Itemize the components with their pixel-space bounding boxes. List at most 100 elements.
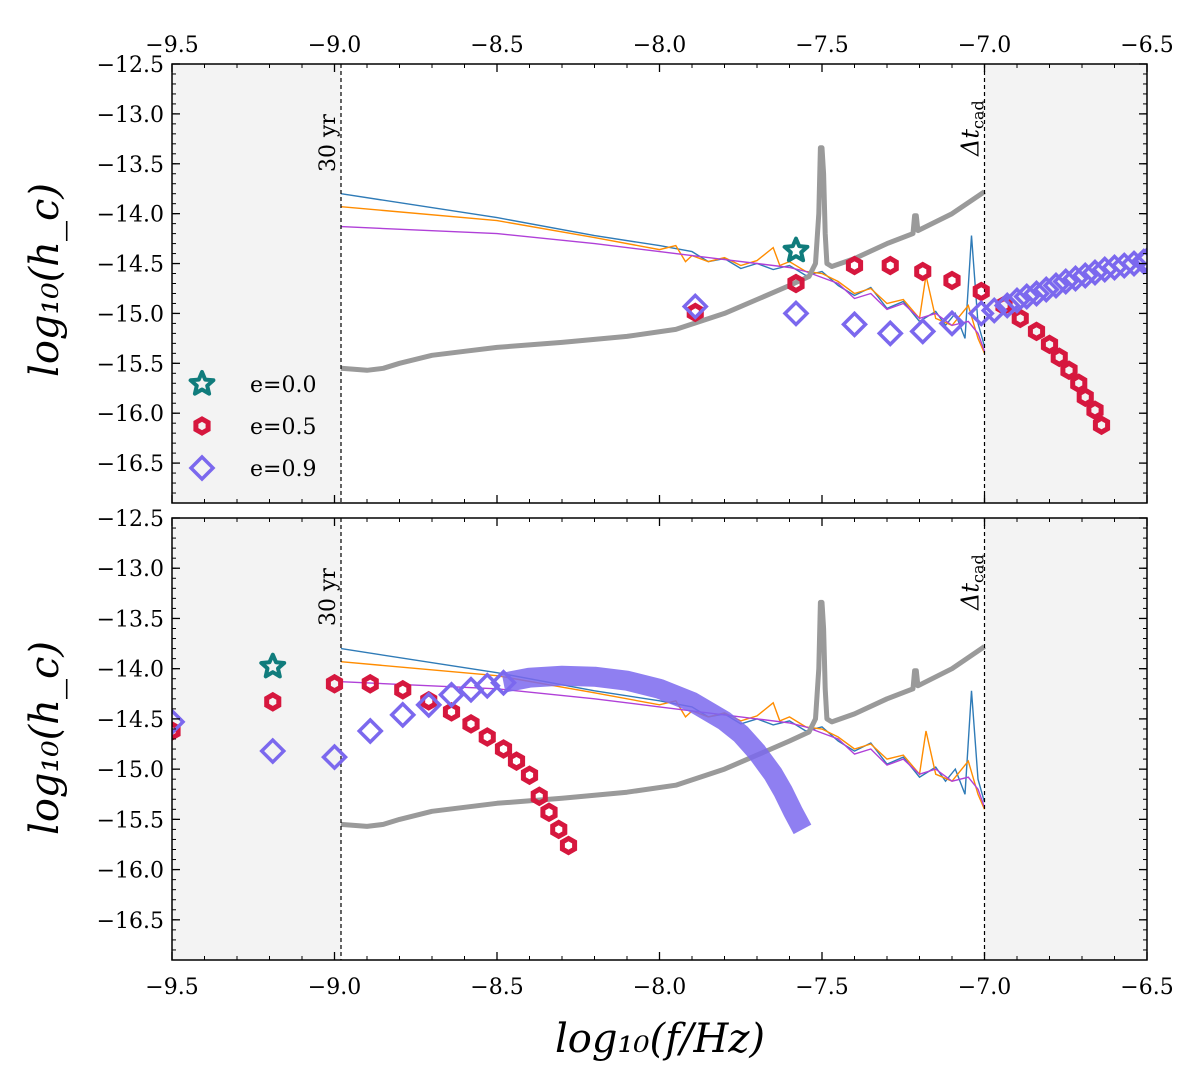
data-point-hexagon (264, 691, 282, 712)
x-tick-label-top: −8.0 (633, 33, 686, 58)
data-point-hexagon (361, 673, 379, 694)
data-point-diamond (993, 291, 1021, 319)
data-point-star (259, 652, 287, 679)
x-tick-label-top: −8.5 (470, 33, 523, 58)
data-point-diamond (1062, 265, 1089, 292)
data-point-hexagon (1060, 360, 1078, 381)
data-point-hexagon (1070, 373, 1088, 394)
data-point-diamond (841, 310, 868, 338)
data-point-diamond (1042, 272, 1070, 299)
y-tick-label: −13.5 (97, 607, 164, 632)
x-tick-label-bottom: −9.5 (145, 975, 198, 1000)
data-point-diamond (876, 319, 904, 347)
y-tick-label: −13.0 (97, 557, 164, 582)
noise-curve-purple (340, 681, 986, 808)
data-point-diamond (1003, 286, 1031, 314)
bottom-x-tick-labels: −9.5 −9.0 −8.5 −8.0 −7.5 −7.0 −6.5 (145, 975, 1173, 1000)
data-point-hexagon (442, 702, 461, 722)
x-tick-label-bottom: −6.5 (1120, 975, 1173, 1000)
y-tick-label: −15.5 (97, 352, 164, 377)
data-point-diamond (1052, 268, 1080, 295)
data-point-diamond (415, 691, 443, 719)
noise-curve-purple (340, 225, 986, 352)
x-tick-label-top: −9.0 (308, 33, 361, 58)
shaded-region-left (172, 518, 341, 960)
data-point-diamond (980, 296, 1008, 324)
y-tick-label: −12.5 (97, 53, 164, 78)
label-cadence: Δtcad (957, 100, 988, 157)
y-tick-label: −16.0 (97, 402, 164, 427)
data-point-hexagon (1040, 334, 1059, 355)
bottom-plot-area (172, 518, 1147, 960)
data-point-diamond (1032, 276, 1060, 303)
y-axis-label-top: log₁₀(h_c) (22, 183, 68, 377)
data-point-hexagon (530, 786, 548, 807)
data-point-hexagon (394, 679, 412, 700)
data-point-hexagon (845, 255, 864, 276)
data-point-star (782, 236, 810, 263)
data-point-diamond (938, 309, 966, 337)
data-point-hexagon (1092, 415, 1111, 436)
x-tick-label-bottom: −9.0 (308, 975, 361, 1000)
data-point-hexagon (787, 273, 805, 294)
data-point-hexagon (540, 802, 558, 823)
y-tick-label: −12.5 (97, 507, 164, 532)
y-tick-label: −14.5 (97, 253, 164, 278)
data-point-hexagon (420, 690, 438, 711)
legend-marker-hexagon (193, 416, 211, 436)
legend-marker-star (188, 370, 216, 396)
data-point-hexagon (1086, 400, 1104, 421)
data-point-hexagon (1027, 321, 1046, 342)
x-tick-label-top: −9.5 (145, 33, 198, 58)
y-tick-label: −15.5 (97, 808, 164, 833)
data-point-hexagon (881, 255, 899, 276)
x-tick-label-bottom: −7.0 (958, 975, 1011, 1000)
data-point-hexagon (559, 835, 578, 856)
y-tick-label: −15.0 (97, 302, 164, 327)
top-plot-area (172, 64, 1147, 503)
legend-label: e=0.9 (250, 457, 316, 482)
y-tick-label: −14.0 (97, 203, 164, 228)
label-cadence: Δtcad (957, 554, 988, 611)
data-point-diamond (259, 737, 287, 765)
x-tick-label-bottom: −8.0 (633, 975, 686, 1000)
sensitivity-curve (340, 145, 986, 373)
label-30yr: 30 yr (316, 568, 341, 626)
y-tick-label: −16.5 (97, 909, 164, 934)
x-tick-label-bottom: −7.5 (795, 975, 848, 1000)
noise-curve-blue (340, 647, 986, 803)
data-point-hexagon (1050, 347, 1068, 368)
y-axis-label-bottom: log₁₀(h_c) (22, 641, 68, 835)
data-point-diamond (909, 317, 937, 345)
data-point-diamond (1023, 280, 1050, 307)
data-point-hexagon (494, 739, 513, 759)
x-tick-label-top: −6.5 (1120, 33, 1173, 58)
y-tick-label: −16.0 (97, 859, 164, 884)
y-tick-label: −14.5 (97, 708, 164, 733)
data-point-diamond (1133, 247, 1147, 275)
data-point-hexagon (972, 281, 990, 302)
legend-label: e=0.5 (250, 415, 316, 440)
legend-marker-diamond (188, 454, 216, 482)
top-x-tick-labels: −9.5 −9.0 −8.5 −8.0 −7.5 −7.0 −6.5 (145, 33, 1173, 58)
label-30yr: 30 yr (316, 114, 341, 172)
data-point-hexagon (478, 727, 496, 747)
top-panel: 30 yr Δtcad −12.5 −13.0 −13.5 −14.0 −14.5 −15.0… (97, 53, 1148, 504)
bottom-panel: 30 yr Δtcad −12.5 −13.0 −13.5 −14.0 −14.5 −15.0… (97, 507, 1148, 961)
data-point-hexagon (325, 673, 344, 694)
y-tick-label: −16.5 (97, 452, 164, 477)
data-point-hexagon (507, 751, 526, 771)
data-point-hexagon (462, 714, 480, 734)
x-tick-label-top: −7.5 (795, 33, 848, 58)
y-tick-label: −14.0 (97, 658, 164, 683)
data-point-diamond (1120, 250, 1147, 278)
data-point-hexagon (550, 819, 568, 840)
data-point-diamond (681, 292, 709, 320)
data-point-diamond (1013, 282, 1041, 310)
data-point-diamond (967, 299, 995, 327)
data-point-diamond (1071, 262, 1099, 289)
data-point-hexagon (914, 261, 932, 282)
data-point-diamond (782, 299, 810, 327)
sensitivity-curve (340, 599, 986, 829)
